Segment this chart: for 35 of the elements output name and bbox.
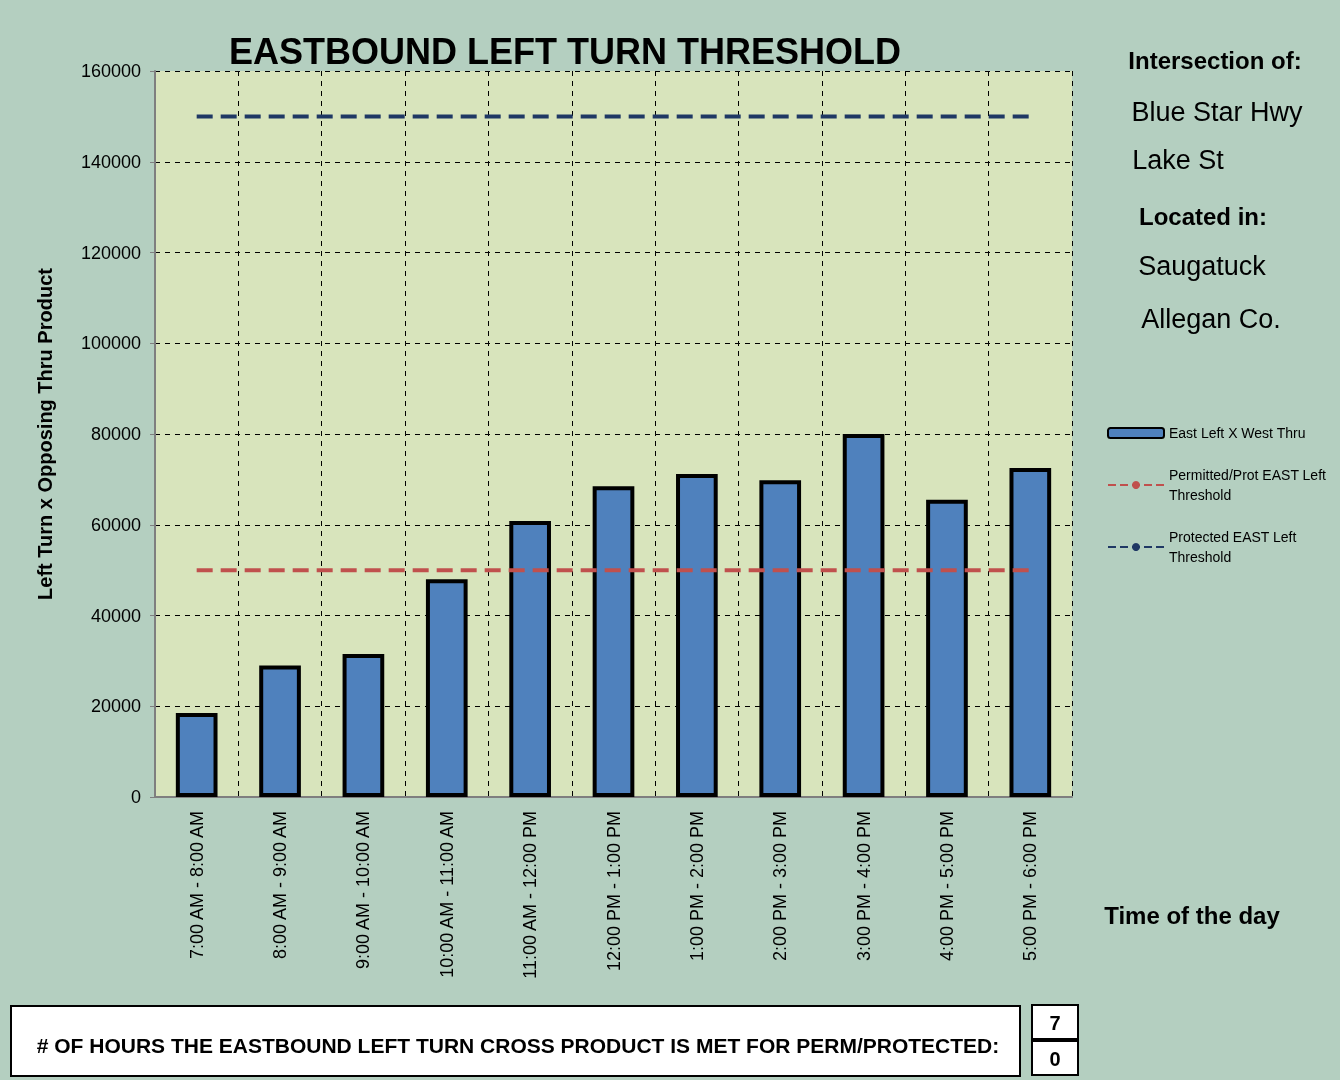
text: Time of the day bbox=[1104, 901, 1281, 929]
text: Blue Star Hwy bbox=[1131, 97, 1304, 127]
y-axis-title: Left Turn x Opposing Thru Product bbox=[34, 267, 56, 600]
y-tick-label: 60000 bbox=[90, 514, 141, 535]
x-tick-label: 3:00 PM - 4:00 PM bbox=[853, 811, 874, 962]
legend-label: Protected EAST Left Threshold bbox=[1169, 529, 1301, 565]
text: Intersection of: bbox=[1128, 46, 1302, 74]
chart-title: EASTBOUND LEFT TURN THRESHOLD bbox=[229, 30, 901, 72]
x-tick-label: 1:00 PM - 2:00 PM bbox=[686, 811, 707, 962]
y-tick-label: 120000 bbox=[80, 242, 141, 263]
y-tick-label: 160000 bbox=[80, 61, 141, 81]
y-tick-label: 0 bbox=[130, 787, 141, 807]
text: Saugatuck bbox=[1138, 251, 1267, 281]
text: Allegan Co. bbox=[1141, 304, 1281, 334]
y-tick-label: 40000 bbox=[90, 605, 141, 626]
x-tick-label: 8:00 AM - 9:00 AM bbox=[270, 811, 291, 960]
legend-label: Permitted/Prot EAST Left Threshold bbox=[1169, 467, 1330, 503]
x-tick-label: 12:00 PM - 1:00 PM bbox=[603, 811, 624, 972]
x-tick-label: 9:00 AM - 10:00 AM bbox=[353, 811, 374, 970]
text: # OF HOURS THE EASTBOUND LEFT TURN CROSS PRODUCT IS MET FOR PERM/PROTECTED: bbox=[36, 1033, 1000, 1057]
y-tick-label: 80000 bbox=[90, 424, 141, 444]
y-tick-label: 140000 bbox=[80, 151, 141, 172]
x-tick-label: 5:00 PM - 6:00 PM bbox=[1020, 811, 1041, 962]
x-tick-label: 2:00 PM - 3:00 PM bbox=[770, 811, 791, 962]
x-tick-label: 11:00 AM - 12:00 PM bbox=[520, 811, 541, 979]
legend-label: East Left X West Thru bbox=[1169, 425, 1306, 441]
x-tick-label: 10:00 AM - 11:00 AM bbox=[436, 811, 457, 978]
y-tick-label: 100000 bbox=[80, 333, 141, 354]
x-tick-label: 7:00 AM - 8:00 AM bbox=[186, 811, 207, 960]
text: 0 bbox=[1049, 1048, 1061, 1070]
text: Located in: bbox=[1138, 202, 1268, 230]
y-tick-label: 20000 bbox=[90, 696, 141, 717]
text: 7 bbox=[1049, 1012, 1061, 1034]
text: Lake St bbox=[1132, 145, 1225, 175]
x-tick-label: 4:00 PM - 5:00 PM bbox=[936, 811, 957, 962]
